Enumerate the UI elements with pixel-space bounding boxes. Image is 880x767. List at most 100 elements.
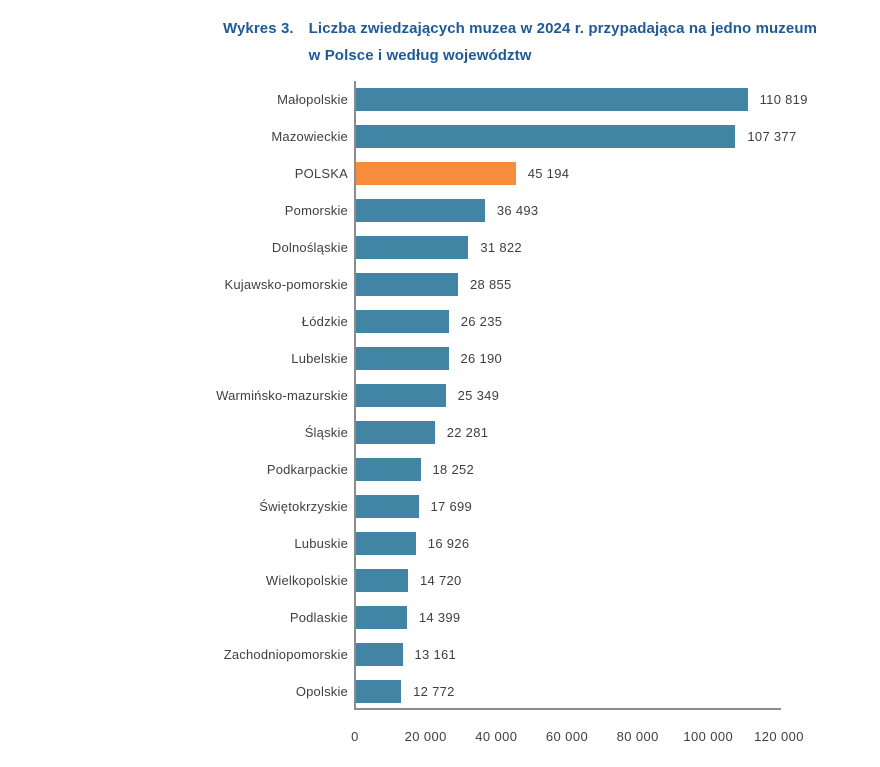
category-label: Podlaskie xyxy=(289,610,348,625)
value-label: 14 399 xyxy=(418,610,461,625)
chart-row: Warmińsko-mazurskie 25 349 xyxy=(0,377,880,414)
bar xyxy=(356,384,446,407)
chart-row: Wielkopolskie 14 720 xyxy=(0,562,880,599)
category-label: Wielkopolskie xyxy=(265,573,348,588)
bar-track: 13 161 xyxy=(356,636,880,673)
chart-title-text: Liczba zwiedzających muzea w 2024 r. prz… xyxy=(309,15,817,69)
bar-track: 14 399 xyxy=(356,599,880,636)
chart-title-line2: w Polsce i według województw xyxy=(308,47,532,64)
chart-row: Pomorskie 36 493 xyxy=(0,192,880,229)
bar-track: 31 822 xyxy=(356,229,880,266)
x-tick-label: 100 000 xyxy=(683,729,734,744)
category-label: Opolskie xyxy=(295,684,348,699)
bar-track: 25 349 xyxy=(356,377,880,414)
value-label: 17 699 xyxy=(430,499,473,514)
chart-row: Podlaskie 14 399 xyxy=(0,599,880,636)
value-label: 25 349 xyxy=(457,388,500,403)
bar xyxy=(356,458,421,481)
bar-track: 22 281 xyxy=(356,414,880,451)
bar xyxy=(356,88,748,111)
bar xyxy=(356,310,449,333)
value-label: 31 822 xyxy=(480,240,522,255)
bar-track: 18 252 xyxy=(356,451,880,488)
category-label: Mazowieckie xyxy=(271,129,348,144)
category-label: Małopolskie xyxy=(277,92,348,107)
bar xyxy=(356,643,403,666)
category-label: POLSKA xyxy=(294,166,348,181)
bar xyxy=(356,532,416,555)
bar-track: 26 235 xyxy=(356,303,880,340)
bar-track: 110 819 xyxy=(356,81,880,118)
x-tick-label: 60 000 xyxy=(545,729,589,744)
value-label: 26 235 xyxy=(460,314,503,329)
value-label: 14 720 xyxy=(420,573,462,588)
chart-row: Lubuskie 16 926 xyxy=(0,525,880,562)
x-tick-label: 20 000 xyxy=(404,729,447,744)
bar-track: 45 194 xyxy=(356,155,880,192)
category-label: Lubuskie xyxy=(294,536,348,551)
chart-row: Opolskie 12 772 xyxy=(0,673,880,710)
value-label: 12 772 xyxy=(413,684,455,699)
bar-track: 26 190 xyxy=(356,340,880,377)
x-tick-label: 120 000 xyxy=(754,729,804,744)
chart-row: Zachodniopomorskie 13 161 xyxy=(0,636,880,673)
category-label: Warmińsko-mazurskie xyxy=(216,388,348,403)
chart-row: Lubelskie 26 190 xyxy=(0,340,880,377)
chart-row: Łódzkie 26 235 xyxy=(0,303,880,340)
bar xyxy=(356,421,435,444)
bar xyxy=(356,347,449,370)
chart-row: POLSKA 45 194 xyxy=(0,155,880,192)
bar-track: 14 720 xyxy=(356,562,880,599)
bar xyxy=(356,606,407,629)
bar xyxy=(356,273,458,296)
bar xyxy=(356,569,408,592)
chart-row: Małopolskie 110 819 xyxy=(0,81,880,118)
bar-highlight xyxy=(356,162,516,185)
category-label: Pomorskie xyxy=(284,203,348,218)
bar-track: 12 772 xyxy=(356,673,880,710)
chart-title: Wykres 3. Liczba zwiedzających muzea w 2… xyxy=(223,15,817,69)
x-axis-ticks: 0 20 000 40 000 60 000 80 000 100 000 120 000 xyxy=(0,729,880,749)
chart-row: Śląskie 22 281 xyxy=(0,414,880,451)
bar-track: 28 855 xyxy=(356,266,880,303)
category-label: Kujawsko-pomorskie xyxy=(224,277,348,292)
chart-row: Kujawsko-pomorskie 28 855 xyxy=(0,266,880,303)
category-label: Świętokrzyskie xyxy=(259,499,348,514)
x-tick-label: 40 000 xyxy=(475,729,518,744)
value-label: 13 161 xyxy=(414,647,457,662)
category-label: Lubelskie xyxy=(291,351,348,366)
bar-track: 107 377 xyxy=(356,118,880,155)
category-label: Dolnośląskie xyxy=(271,240,348,255)
bar xyxy=(356,495,419,518)
x-tick-label: 0 xyxy=(351,729,359,744)
bar xyxy=(356,125,736,148)
value-label: 107 377 xyxy=(747,129,797,144)
bar xyxy=(356,680,402,703)
bar-chart: Małopolskie 110 819 Mazowieckie 107 377 POLS… xyxy=(0,81,880,761)
chart-title-line1: Liczba zwiedzających muzea w 2024 r. prz… xyxy=(308,20,818,37)
category-label: Łódzkie xyxy=(301,314,348,329)
chart-row: Dolnośląskie 31 822 xyxy=(0,229,880,266)
chart-rows: Małopolskie 110 819 Mazowieckie 107 377 POLS… xyxy=(0,81,880,710)
chart-title-prefix: Wykres 3. xyxy=(223,20,294,37)
value-label: 18 252 xyxy=(432,462,475,477)
value-label: 26 190 xyxy=(460,351,503,366)
bar-track: 17 699 xyxy=(356,488,880,525)
bar xyxy=(356,236,469,259)
bar-track: 16 926 xyxy=(356,525,880,562)
value-label: 28 855 xyxy=(470,277,512,292)
chart-row: Świętokrzyskie 17 699 xyxy=(0,488,880,525)
category-label: Podkarpackie xyxy=(266,462,348,477)
value-label: 16 926 xyxy=(427,536,470,551)
x-tick-label: 80 000 xyxy=(616,729,659,744)
category-label: Zachodniopomorskie xyxy=(223,647,348,662)
chart-row: Podkarpackie 18 252 xyxy=(0,451,880,488)
value-label: 110 819 xyxy=(759,92,808,107)
category-label: Śląskie xyxy=(304,425,348,440)
value-label: 22 281 xyxy=(446,425,489,440)
bar-track: 36 493 xyxy=(356,192,880,229)
bar xyxy=(356,199,485,222)
chart-row: Mazowieckie 107 377 xyxy=(0,118,880,155)
value-label: 45 194 xyxy=(527,166,570,181)
